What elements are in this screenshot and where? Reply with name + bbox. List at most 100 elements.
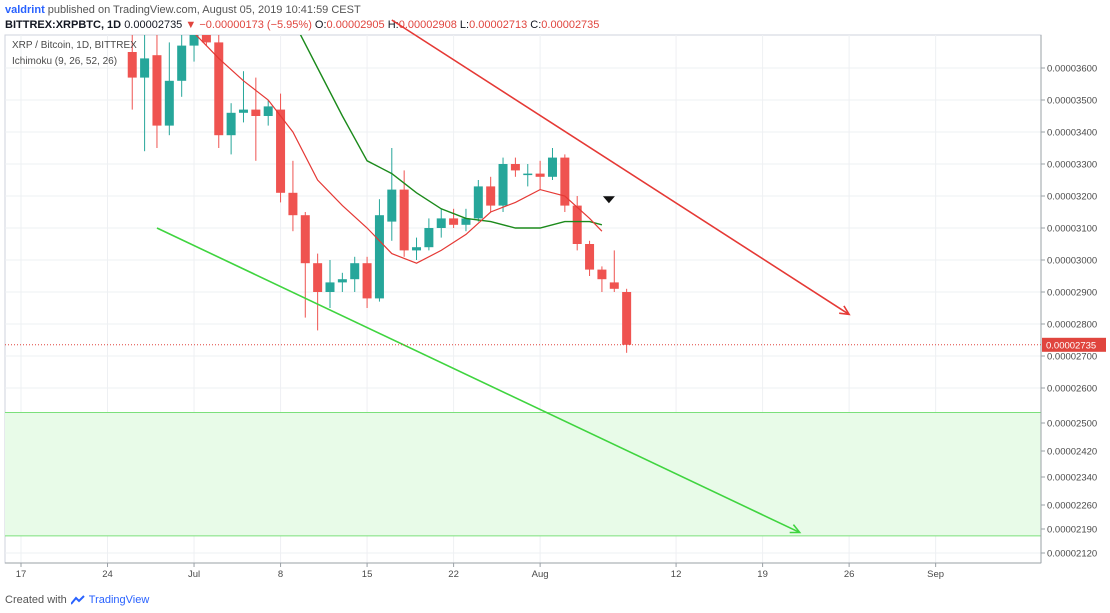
ichimoku-lines: [195, 35, 603, 264]
support-trendline-arrowhead: [789, 524, 802, 534]
candle-body: [436, 218, 446, 228]
open-label: O:: [314, 19, 327, 31]
candle-body: [164, 80, 174, 126]
trend-lines[interactable]: [156, 19, 851, 534]
candle-body: [337, 279, 347, 283]
candle-body: [263, 106, 273, 116]
y-tick-label: 0.00003600: [1047, 64, 1097, 75]
ichimoku-base-line: [299, 35, 603, 229]
x-tick-label: 8: [278, 569, 283, 580]
y-tick-label: 0.00003200: [1047, 192, 1097, 203]
high-label: H:: [387, 19, 399, 31]
x-tick-label: 26: [844, 569, 855, 580]
created-with-text: Created with: [5, 594, 67, 606]
candle-body: [251, 109, 261, 116]
candle-body: [449, 218, 459, 225]
published-text: published on TradingView.com, August 05,…: [47, 4, 361, 16]
candle-body: [523, 173, 533, 176]
axes: 0.00003600 0.00003500 0.00003400 0.00003300…: [5, 35, 1106, 580]
y-tick-label: 0.00002340: [1047, 473, 1097, 484]
price-change: ▼ −0.00000173 (−5.95%): [185, 19, 312, 31]
x-tick-label: 12: [671, 569, 682, 580]
marker-triangle: [602, 196, 615, 204]
y-tick-label: 0.00003300: [1047, 160, 1097, 171]
candle-body: [622, 292, 632, 345]
candle-body: [238, 109, 248, 113]
candle-body: [461, 218, 471, 225]
y-tick-label: 0.00002500: [1047, 419, 1097, 430]
candle-body: [189, 35, 199, 46]
candle-body: [510, 164, 520, 171]
candle-body: [201, 35, 211, 43]
candle-body: [387, 189, 397, 222]
candle-body: [547, 157, 557, 177]
candle-body: [486, 186, 496, 206]
candle-body: [535, 173, 545, 177]
candle-body: [412, 247, 422, 251]
x-tick-label: 19: [757, 569, 768, 580]
candle-body: [473, 186, 483, 219]
candle-body: [140, 58, 150, 78]
open-value: 0.00002905: [326, 19, 385, 31]
y-tick-label: 0.00002600: [1047, 384, 1097, 395]
candle-body: [313, 263, 323, 292]
x-tick-label: 15: [362, 569, 373, 580]
last-price-label-bg: [1042, 337, 1106, 352]
candle-body: [152, 55, 162, 126]
x-tick-label: Aug: [532, 569, 549, 580]
candle-body: [374, 215, 384, 299]
symbol-interval: BITTREX:XRPBTC, 1D: [5, 19, 122, 31]
y-tick-label: 0.00002900: [1047, 288, 1097, 299]
candle-body: [350, 263, 360, 280]
footer: Created with TradingView: [5, 594, 149, 606]
y-tick-label: 0.00002420: [1047, 447, 1097, 458]
pane-title: XRP / Bitcoin, 1D, BITTREX: [12, 40, 137, 51]
y-tick-label: 0.00002190: [1047, 525, 1097, 536]
y-tick-label: 0.00003500: [1047, 96, 1097, 107]
y-tick-label: 0.00002120: [1047, 549, 1097, 560]
tradingview-brand[interactable]: TradingView: [88, 594, 150, 606]
author-name[interactable]: valdrint: [5, 4, 45, 16]
candle-body: [288, 192, 298, 216]
publish-header: valdrint published on TradingView.com, A…: [5, 4, 361, 16]
y-tick-label: 0.00003100: [1047, 224, 1097, 235]
y-tick-label: 0.00003400: [1047, 128, 1097, 139]
y-tick-label: 0.00002260: [1047, 501, 1097, 512]
candle-body: [214, 42, 224, 136]
candle-body: [127, 52, 137, 78]
close-label: C:: [530, 19, 542, 31]
candle-body: [177, 45, 187, 81]
y-tick-label: 0.00003000: [1047, 256, 1097, 267]
y-tick-label: 0.00002800: [1047, 320, 1097, 331]
low-label: L:: [459, 19, 470, 31]
indicator-legend[interactable]: Ichimoku (9, 26, 52, 26): [12, 56, 117, 67]
candle-body: [276, 109, 286, 193]
candle-body: [498, 164, 508, 206]
x-tick-label: Jul: [188, 569, 200, 580]
candle-body: [597, 269, 607, 280]
x-tick-label: 24: [102, 569, 113, 580]
quote-bar: BITTREX:XRPBTC, 1D 0.00002735 ▼ −0.00000…: [5, 19, 599, 31]
x-tick-label: Sep: [927, 569, 944, 580]
candle-body: [572, 205, 582, 244]
candle-body: [399, 189, 409, 251]
x-tick-label: 17: [16, 569, 27, 580]
last-price: 0.00002735: [124, 19, 183, 31]
y-tick-label: 0.00002700: [1047, 352, 1097, 363]
support-zone: [5, 412, 1041, 537]
high-value: 0.00002908: [398, 19, 457, 31]
close-value: 0.00002735: [541, 19, 600, 31]
candle-body: [226, 112, 236, 136]
support-trendline: [156, 227, 801, 534]
candle-body: [300, 215, 310, 264]
candle-body: [585, 244, 595, 270]
last-price-label: 0.00002735: [1046, 340, 1096, 351]
candles: [127, 35, 632, 353]
resistance-trendline-arrowhead: [839, 305, 851, 316]
tradingview-logo-icon: [70, 595, 85, 605]
x-tick-label: 22: [448, 569, 459, 580]
candle-body: [560, 157, 570, 206]
ichimoku-conversion-line: [195, 35, 603, 264]
low-value: 0.00002713: [469, 19, 528, 31]
